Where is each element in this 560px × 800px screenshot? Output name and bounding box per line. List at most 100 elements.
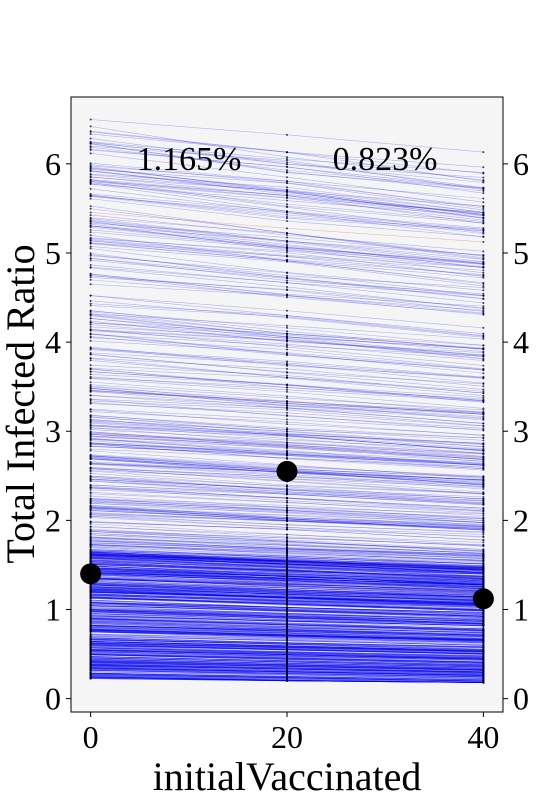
run-point — [89, 125, 92, 128]
run-point — [482, 646, 485, 649]
run-point — [482, 413, 485, 416]
run-point — [89, 259, 92, 262]
run-point — [482, 462, 485, 465]
run-point — [286, 285, 288, 288]
run-point — [286, 610, 288, 613]
run-point — [89, 323, 92, 326]
run-point — [89, 610, 92, 613]
run-point — [89, 472, 92, 475]
run-point — [286, 512, 288, 515]
run-point — [482, 521, 485, 524]
run-point — [286, 679, 288, 682]
run-point — [89, 543, 92, 546]
run-point — [286, 363, 288, 366]
run-point — [482, 609, 485, 612]
run-point — [286, 374, 288, 377]
run-point — [482, 418, 485, 421]
run-point — [286, 638, 288, 641]
run-point — [89, 339, 92, 342]
run-point — [89, 187, 92, 190]
run-point — [89, 491, 92, 494]
run-point — [482, 187, 485, 190]
run-point — [89, 550, 92, 553]
run-point — [89, 649, 92, 652]
run-point — [286, 626, 288, 629]
run-point — [482, 269, 485, 272]
run-point — [286, 447, 288, 450]
run-point — [89, 470, 92, 473]
run-point — [482, 512, 485, 515]
run-point — [89, 304, 92, 307]
run-point — [89, 480, 92, 483]
run-point — [286, 193, 288, 196]
run-point — [286, 457, 288, 460]
run-point — [89, 241, 92, 244]
run-point — [286, 451, 288, 454]
run-point — [89, 347, 92, 350]
run-point — [286, 194, 288, 197]
run-point — [286, 485, 288, 488]
run-point — [89, 274, 92, 277]
run-point — [482, 514, 485, 517]
run-point — [482, 281, 485, 284]
run-point — [482, 285, 485, 288]
run-point — [89, 492, 92, 495]
run-point — [482, 228, 485, 231]
run-point — [482, 231, 485, 234]
run-point — [482, 422, 485, 425]
run-point — [482, 439, 485, 442]
run-point — [286, 161, 288, 164]
run-point — [482, 355, 485, 358]
run-point — [482, 475, 485, 478]
y-tick-label-left: 3 — [45, 413, 61, 449]
run-point — [286, 582, 288, 585]
run-point — [286, 641, 288, 644]
run-point — [89, 488, 92, 491]
run-point — [286, 540, 288, 543]
run-point — [286, 211, 288, 214]
run-point — [482, 634, 485, 637]
run-point — [89, 276, 92, 279]
run-point — [89, 629, 92, 632]
run-point — [482, 166, 485, 169]
run-point — [89, 634, 92, 637]
run-point — [286, 445, 288, 448]
run-point — [89, 599, 92, 602]
run-point — [286, 246, 288, 249]
run-point — [482, 376, 485, 379]
run-point — [286, 213, 288, 216]
run-point — [286, 579, 288, 582]
run-point — [286, 430, 288, 433]
run-point — [89, 601, 92, 604]
mean-points — [80, 460, 494, 610]
run-point — [482, 394, 485, 397]
run-point — [482, 519, 485, 522]
run-point — [482, 523, 485, 526]
run-point — [89, 588, 92, 591]
run-point — [89, 317, 92, 320]
run-point — [286, 386, 288, 389]
run-point — [89, 627, 92, 630]
run-point — [482, 518, 485, 521]
run-point — [286, 648, 288, 651]
run-point — [89, 515, 92, 518]
run-point — [89, 381, 92, 384]
run-point — [286, 258, 288, 261]
run-point — [89, 312, 92, 315]
run-point — [286, 255, 288, 258]
run-point — [89, 283, 92, 286]
run-point — [286, 397, 288, 400]
run-point — [89, 181, 92, 184]
run-point — [89, 142, 92, 145]
y-tick-label-left: 2 — [45, 502, 61, 538]
run-point — [482, 575, 485, 578]
run-point — [286, 501, 288, 504]
run-point — [89, 487, 92, 490]
run-point — [286, 435, 288, 438]
run-point — [89, 390, 92, 393]
run-point — [286, 559, 288, 562]
run-point — [89, 376, 92, 379]
run-point — [482, 312, 485, 315]
run-point — [286, 343, 288, 346]
